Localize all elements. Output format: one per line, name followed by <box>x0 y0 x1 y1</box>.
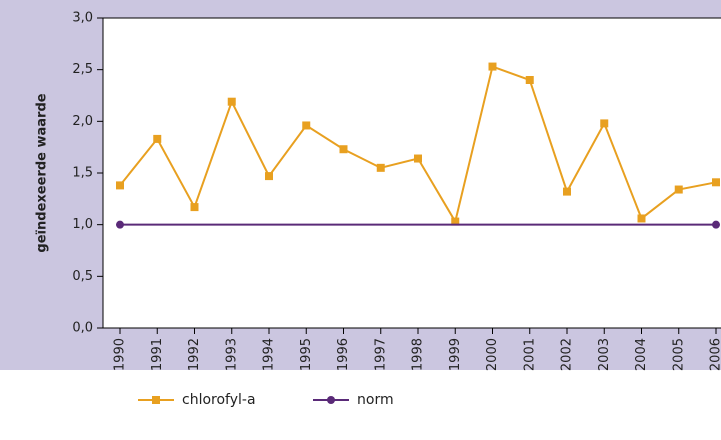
x-tick-label: 1999 <box>448 338 463 371</box>
marker <box>191 203 199 211</box>
marker <box>228 98 236 106</box>
x-tick-label: 1994 <box>262 338 277 371</box>
x-tick-label: 2003 <box>597 338 612 371</box>
x-tick-label: 1991 <box>150 338 165 371</box>
legend-label: chlorofyl-a <box>182 392 256 408</box>
y-tick-label: 0,5 <box>72 269 93 284</box>
marker <box>116 221 124 229</box>
x-tick-label: 1995 <box>299 338 314 371</box>
marker <box>340 145 348 153</box>
x-tick-label: 2002 <box>560 338 575 371</box>
marker <box>712 178 720 186</box>
x-tick-label: 2001 <box>522 338 537 371</box>
x-tick-label: 1997 <box>373 338 388 371</box>
marker <box>638 214 646 222</box>
x-tick-label: 1996 <box>336 338 351 371</box>
y-tick-label: 0,0 <box>72 321 93 336</box>
x-tick-label: 2000 <box>485 338 500 371</box>
marker <box>600 119 608 127</box>
x-tick-label: 1992 <box>187 338 202 371</box>
marker <box>377 164 385 172</box>
marker <box>526 76 534 84</box>
x-tick-label: 2004 <box>634 338 649 371</box>
marker <box>302 121 310 129</box>
marker <box>489 63 497 71</box>
marker <box>414 155 422 163</box>
x-tick-label: 2005 <box>671 338 686 371</box>
marker <box>712 221 720 229</box>
marker <box>265 172 273 180</box>
legend-marker <box>327 396 335 404</box>
plot-area <box>103 18 721 328</box>
marker <box>116 181 124 189</box>
y-tick-label: 2,0 <box>72 114 93 129</box>
x-tick-label: 2006 <box>709 338 721 371</box>
y-tick-label: 2,5 <box>72 62 93 77</box>
x-tick-label: 1993 <box>224 338 239 371</box>
y-tick-label: 1,5 <box>72 166 93 181</box>
y-tick-label: 3,0 <box>72 11 93 26</box>
x-tick-label: 1998 <box>411 338 426 371</box>
marker <box>153 135 161 143</box>
y-tick-label: 1,0 <box>72 217 93 232</box>
x-tick-label: 1990 <box>113 338 128 371</box>
legend-label: norm <box>357 392 394 408</box>
marker <box>563 188 571 196</box>
marker <box>675 186 683 194</box>
y-axis-label: geïndexeerde waarde <box>35 93 50 252</box>
legend-marker <box>152 396 160 404</box>
